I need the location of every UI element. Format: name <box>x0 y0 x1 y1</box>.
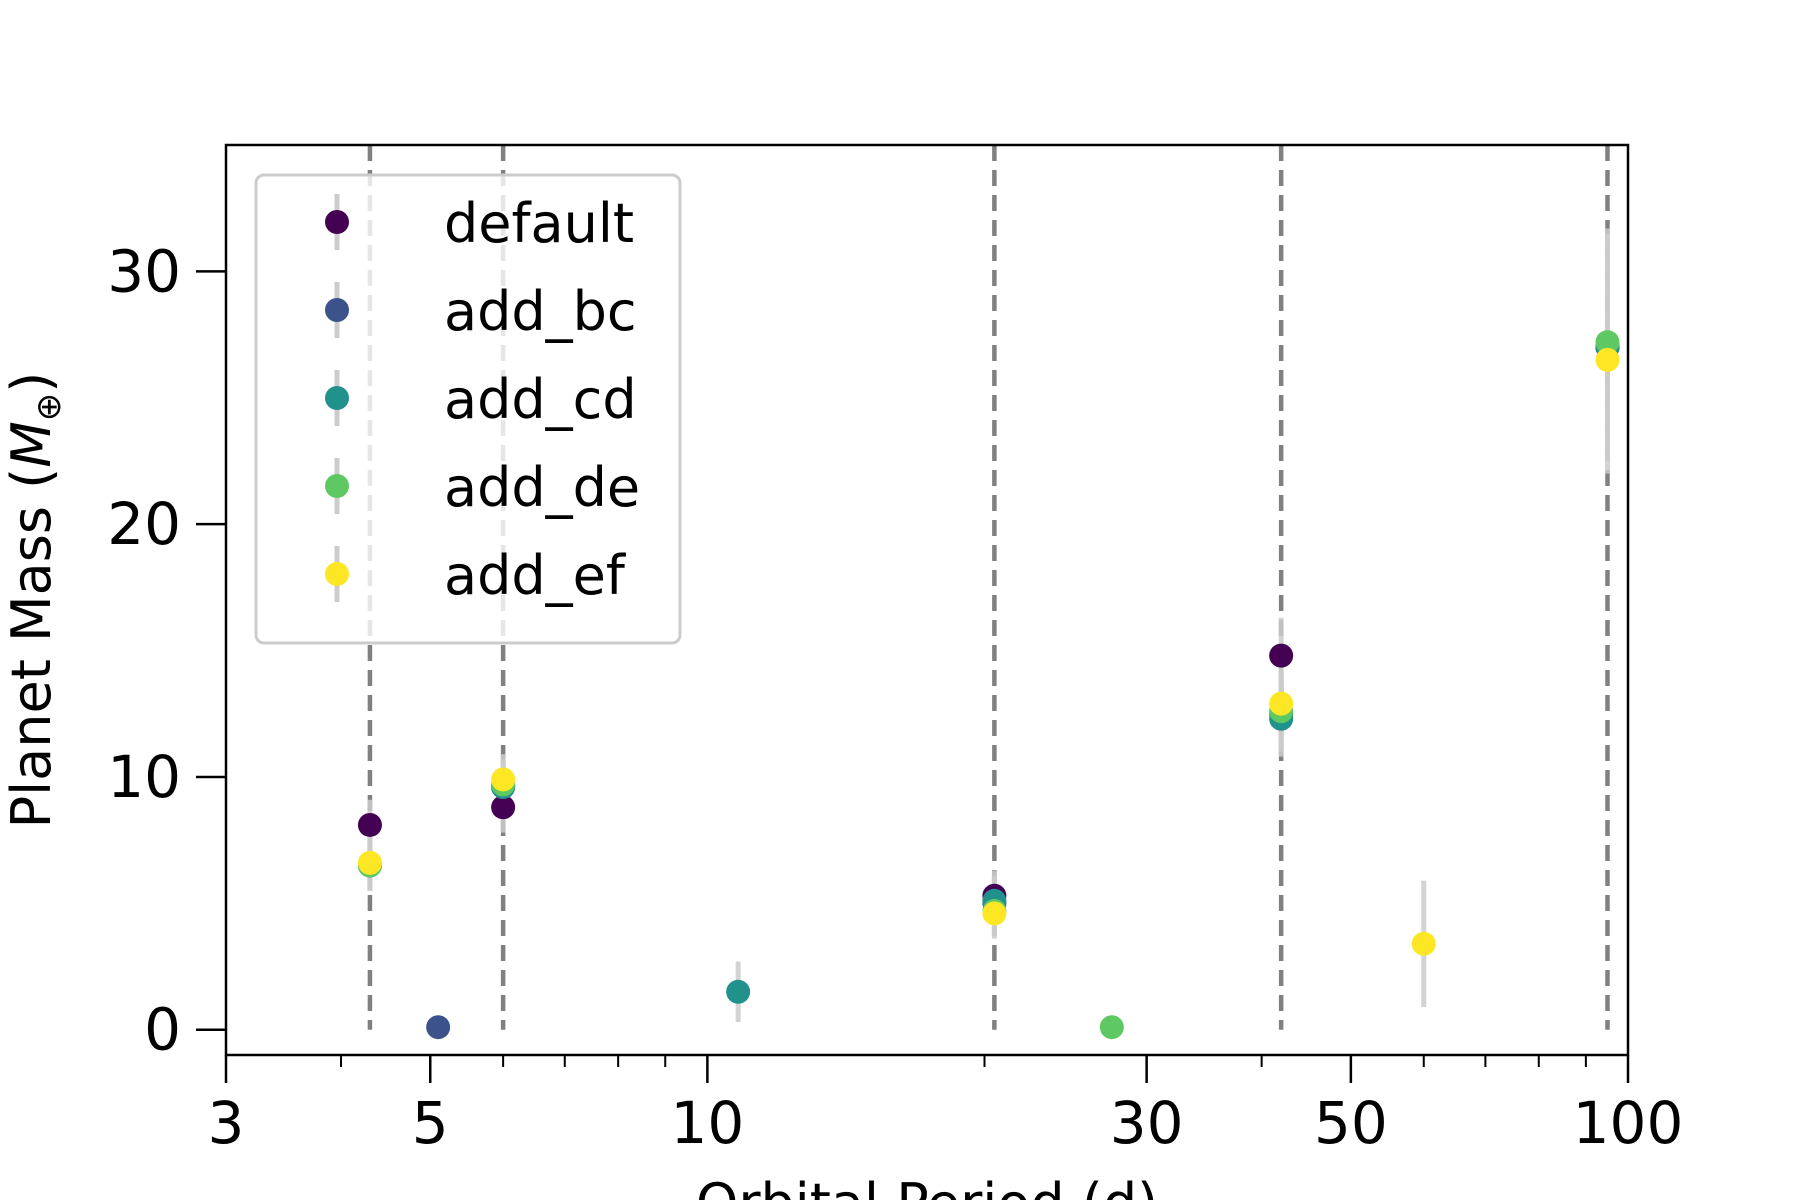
legend-label: default <box>444 192 634 255</box>
x-tick-label: 3 <box>208 1089 245 1157</box>
legend-box <box>254 173 682 645</box>
data-point-add-ef <box>1411 931 1436 956</box>
legend: default add_bc add_cd add_de add_ef <box>254 173 682 645</box>
plot-frame <box>224 143 1630 1057</box>
x-tick-label: 5 <box>412 1089 449 1157</box>
data-point-add-cd <box>726 979 751 1004</box>
y-tick-label: 20 <box>107 490 181 558</box>
y-tick-label: 0 <box>144 996 181 1064</box>
legend-label: add_cd <box>444 368 637 431</box>
y-tick-label: 30 <box>107 237 181 305</box>
legend-marker <box>325 386 349 410</box>
plot-area <box>357 145 1620 1040</box>
data-point-default <box>1269 643 1294 668</box>
data-point-default <box>357 812 382 837</box>
legend-label: add_ef <box>444 544 627 607</box>
data-point-add-ef <box>357 850 382 875</box>
legend-marker <box>325 474 349 498</box>
data-point-add-ef <box>491 767 516 792</box>
y-axis-label: Planet Mass (M⊕) <box>0 372 69 829</box>
x-tick-label: 30 <box>1110 1089 1184 1157</box>
legend-marker <box>325 298 349 322</box>
data-point-add-ef <box>982 901 1007 926</box>
data-point-add-ef <box>1595 347 1620 372</box>
x-tick-label: 50 <box>1314 1089 1388 1157</box>
x-tick-label: 100 <box>1573 1089 1684 1157</box>
data-point-default <box>491 795 516 820</box>
data-point-add-bc <box>426 1015 451 1040</box>
data-point-add-de <box>1099 1015 1124 1040</box>
legend-label: add_de <box>444 456 640 519</box>
axes: 0 10 20 30 3 5 10 30 50 100 <box>107 143 1684 1157</box>
x-tick-label: 10 <box>670 1089 744 1157</box>
legend-marker <box>325 562 349 586</box>
legend-marker <box>325 210 349 234</box>
y-tick-label: 10 <box>107 743 181 811</box>
legend-label: add_bc <box>444 280 637 343</box>
x-axis-label: Orbital Period (d) <box>696 1172 1158 1200</box>
data-point-add-ef <box>1269 691 1294 716</box>
data-point-add-de <box>1595 330 1620 355</box>
